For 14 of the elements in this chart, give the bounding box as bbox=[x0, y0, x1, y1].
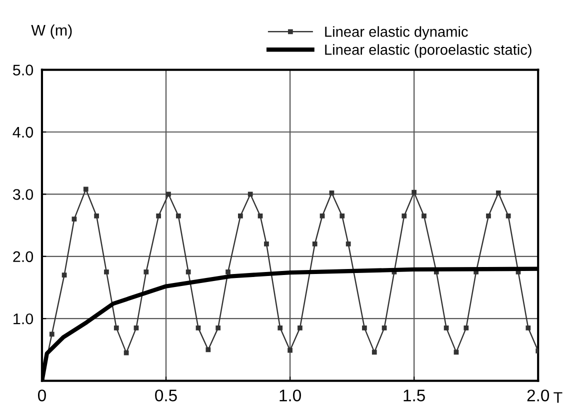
y-axis-title: W (m) bbox=[31, 24, 72, 39]
y-tick-label: 3.0 bbox=[12, 189, 34, 200]
y-tick-label: 5.0 bbox=[13, 64, 34, 76]
y-tick-label: 1.0 bbox=[14, 313, 34, 324]
y-tick-label: 2.0 bbox=[13, 251, 34, 262]
x-tick-label: 1.5 bbox=[404, 390, 425, 402]
y-tick-label: 4.0 bbox=[12, 126, 34, 138]
x-tick-label: 2.0 bbox=[527, 390, 550, 402]
x-tick-label: 1.0 bbox=[280, 390, 301, 402]
x-tick-label: 0.5 bbox=[155, 390, 177, 402]
x-axis-title: T bbox=[554, 392, 562, 403]
legend-label: Linear elastic (poroelastic static) bbox=[325, 44, 532, 58]
legend-label: Linear elastic dynamic bbox=[325, 26, 468, 40]
x-tick-label: 0 bbox=[38, 390, 46, 402]
